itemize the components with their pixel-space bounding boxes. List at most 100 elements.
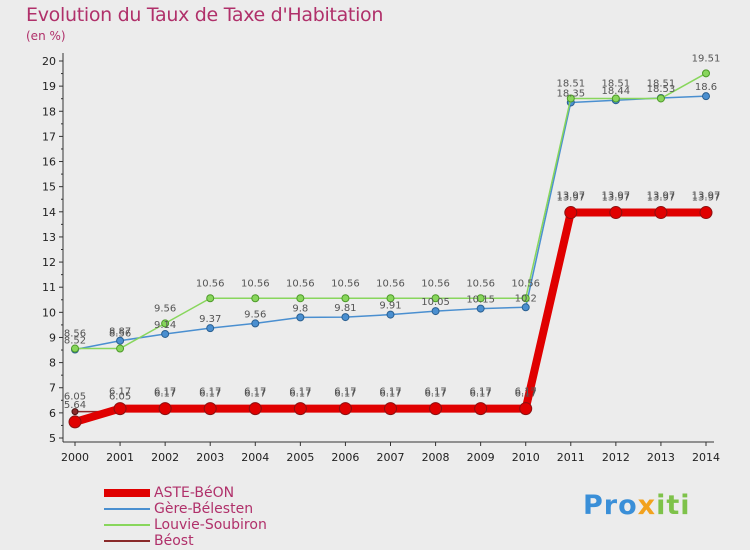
data-point: [251, 294, 260, 303]
data-label: 13.97: [556, 191, 585, 202]
x-tick-label: 2004: [241, 451, 269, 464]
x-tick-label: 2013: [647, 451, 675, 464]
data-point: [609, 206, 623, 220]
data-point: [386, 310, 395, 319]
data-point: [611, 94, 620, 103]
y-tick-label: 13: [42, 231, 56, 244]
data-label: 10.15: [466, 295, 495, 306]
data-label: 19.51: [692, 53, 721, 64]
data-label: 8.87: [109, 327, 131, 338]
y-tick-label: 15: [42, 181, 56, 194]
data-label: 6.17: [199, 389, 221, 400]
data-label: 10.56: [331, 278, 360, 289]
data-label: 6.17: [154, 389, 176, 400]
data-label: 10.56: [241, 278, 270, 289]
data-point: [521, 294, 530, 303]
data-label: 6.17: [199, 387, 221, 398]
data-label: 6.17: [424, 389, 446, 400]
legend-swatch: [104, 524, 150, 526]
data-point: [474, 402, 488, 416]
data-label: 18.6: [695, 82, 717, 93]
x-tick-label: 2007: [377, 451, 405, 464]
data-label: 13.97: [647, 191, 676, 202]
data-label: 18.51: [647, 78, 676, 89]
data-point: [248, 402, 262, 416]
data-label: 9.37: [199, 314, 221, 325]
data-point: [206, 294, 215, 303]
x-tick-label: 2011: [557, 451, 585, 464]
data-label: 6.17: [424, 387, 446, 398]
x-tick-label: 2008: [422, 451, 450, 464]
y-tick-label: 16: [42, 156, 56, 169]
y-tick-label: 6: [49, 407, 56, 420]
data-point: [341, 294, 350, 303]
x-tick-label: 2002: [151, 451, 179, 464]
legend-label: Gère-Bélesten: [154, 501, 254, 517]
y-tick-label: 19: [42, 80, 56, 93]
data-point: [71, 408, 79, 416]
x-tick-label: 2001: [106, 451, 134, 464]
data-point: [431, 294, 440, 303]
data-point: [566, 94, 575, 103]
data-label: 6.17: [379, 389, 401, 400]
data-label: 8.56: [109, 329, 131, 340]
data-label: 6.17: [515, 389, 537, 400]
legend-label: ASTE-BéON: [154, 485, 235, 501]
data-point: [386, 294, 395, 303]
legend-label: Louvie-Soubiron: [154, 517, 267, 533]
data-point: [296, 294, 305, 303]
series-group: [71, 69, 710, 353]
data-label: 6.17: [244, 389, 266, 400]
y-tick-label: 20: [42, 55, 56, 68]
data-point: [206, 324, 215, 333]
data-point: [521, 303, 530, 312]
data-label: 18.51: [556, 78, 585, 89]
y-tick-label: 17: [42, 130, 56, 143]
x-tick-label: 2000: [61, 451, 89, 464]
y-tick-label: 7: [49, 382, 56, 395]
data-point: [476, 304, 485, 313]
data-label: 10.56: [286, 278, 315, 289]
legend-swatch: [104, 540, 150, 542]
data-label: 6.17: [154, 387, 176, 398]
data-point: [476, 294, 485, 303]
data-label: 13.97: [602, 191, 631, 202]
data-label: 8.56: [64, 329, 86, 340]
data-point: [116, 344, 125, 353]
x-tick-label: 2010: [512, 451, 540, 464]
x-tick-label: 2006: [331, 451, 359, 464]
data-label: 9.91: [379, 301, 401, 312]
data-point: [203, 402, 217, 416]
data-label: 10.56: [376, 278, 405, 289]
data-point: [699, 206, 713, 220]
data-point: [161, 319, 170, 328]
data-label: 10.56: [196, 278, 225, 289]
data-label: 13.97: [556, 193, 585, 204]
data-label: 13.97: [647, 193, 676, 204]
data-label: 9.8: [292, 303, 308, 314]
data-label: 6.05: [64, 392, 86, 403]
data-label: 6.17: [470, 387, 492, 398]
brand-logo-part: Pro: [583, 490, 638, 521]
y-tick-label: 11: [42, 281, 56, 294]
data-label: 6.17: [334, 389, 356, 400]
data-label: 13.97: [602, 193, 631, 204]
y-tick-label: 14: [42, 206, 56, 219]
data-label: 8.52: [64, 336, 86, 347]
brand-logo-part: iti: [656, 490, 691, 521]
data-label: 6.17: [289, 387, 311, 398]
y-tick-label: 8: [49, 357, 56, 370]
y-tick-label: 5: [49, 432, 56, 445]
data-label: 10.56: [466, 278, 495, 289]
data-point: [702, 92, 710, 101]
y-tick-label: 10: [42, 306, 56, 319]
data-point: [68, 415, 82, 429]
data-point: [293, 402, 307, 416]
data-label: 6.17: [379, 387, 401, 398]
legend-swatch: [104, 489, 150, 497]
data-point: [702, 69, 710, 78]
data-label: 18.44: [602, 86, 631, 97]
x-tick-label: 2005: [286, 451, 314, 464]
